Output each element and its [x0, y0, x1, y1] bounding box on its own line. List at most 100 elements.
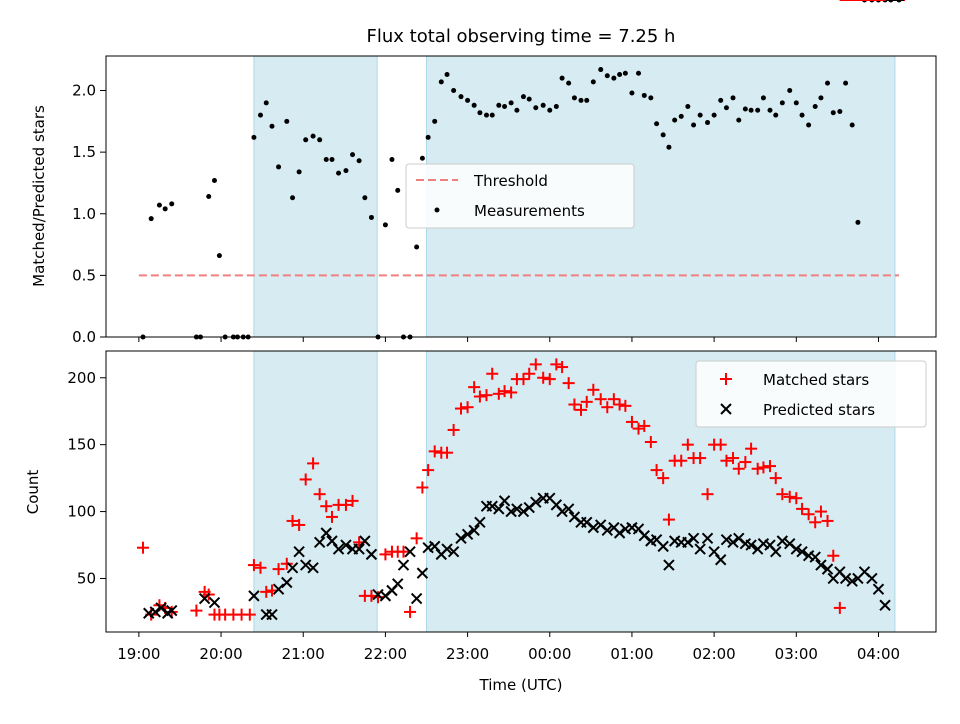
predicted-star-stroke	[839, 572, 852, 585]
predicted-star-stroke	[687, 532, 700, 545]
measurement-point	[636, 70, 642, 76]
measurement-point	[779, 100, 785, 106]
matched-star-point	[441, 446, 454, 459]
measurement-point	[395, 187, 401, 193]
predicted-star-point	[498, 495, 511, 507]
predicted-star-stroke	[441, 543, 453, 555]
measurement-point	[705, 120, 711, 126]
measurement-point	[806, 122, 812, 128]
y-tick-label: 150	[67, 436, 96, 454]
matched-star-point	[523, 367, 536, 380]
measurement-point	[691, 122, 697, 128]
predicted-star-point	[441, 543, 453, 555]
matched-star-point	[757, 461, 770, 474]
measurement-point	[211, 177, 217, 183]
measurement-point	[622, 70, 628, 76]
matched-star-point	[783, 490, 796, 503]
measurement-point	[368, 214, 374, 220]
matched-star-point	[410, 532, 423, 545]
measurement-point	[317, 137, 323, 143]
matched-star-point	[714, 438, 727, 451]
matched-star-point	[468, 381, 481, 394]
matched-star-point	[619, 399, 632, 412]
bottom-panel: 50 100 150 200 19:00 20:00 21:00 22:00 23:00 00:…	[24, 0, 937, 694]
bottom-xlabel: Time (UTC)	[479, 676, 563, 694]
predicted-star-point	[468, 524, 480, 537]
matched-star-point	[650, 464, 663, 477]
predicted-star-stroke	[668, 535, 681, 547]
measurement-point	[799, 112, 805, 118]
predicted-star-point	[353, 543, 365, 555]
matched-star-point	[568, 398, 581, 411]
predicted-star-stroke	[834, 566, 846, 578]
x-tick-label: 23:00	[446, 645, 489, 663]
measurement-point	[425, 134, 431, 140]
predicted-star-point	[326, 535, 338, 547]
predicted-star-stroke	[272, 583, 285, 595]
predicted-star-stroke	[595, 519, 607, 531]
predicted-star-point	[365, 548, 378, 561]
measurement-point	[303, 137, 309, 143]
predicted-star-stroke	[858, 566, 871, 578]
measurement-point	[362, 195, 368, 201]
measurement-point	[148, 216, 154, 222]
measurement-point	[514, 107, 520, 113]
measurement-point	[329, 157, 335, 163]
top-legend: Threshold Measurements	[405, 163, 635, 229]
predicted-star-stroke	[313, 536, 326, 549]
bottom-legend: Matched stars Predicted stars	[695, 360, 927, 428]
matched-star-point	[243, 608, 256, 621]
predicted-star-point	[776, 535, 789, 547]
predicted-star-stroke	[340, 539, 352, 551]
predicted-star-point	[701, 532, 714, 545]
matched-star-point	[776, 488, 789, 501]
matched-star-point	[473, 390, 486, 403]
predicted-star-point	[299, 559, 312, 571]
predicted-star-stroke	[809, 551, 821, 563]
predicted-star-stroke	[166, 604, 178, 617]
measurement-point	[547, 107, 553, 113]
predicted-star-point	[790, 543, 803, 555]
measurement-point	[843, 80, 849, 86]
measurement-point	[419, 155, 425, 161]
y-tick-label: 50	[77, 569, 96, 587]
predicted-star-stroke	[608, 521, 620, 534]
y-tick-label: 0.5	[72, 266, 96, 284]
predicted-star-stroke	[486, 500, 498, 512]
predicted-star-point	[846, 575, 858, 587]
predicted-star-point	[866, 572, 878, 585]
matched-star-point	[625, 415, 638, 428]
measurement-point	[641, 92, 647, 98]
measurement-point	[566, 80, 572, 86]
y-tick-label: 0.0	[72, 328, 96, 346]
predicted-star-point	[613, 527, 626, 539]
matched-star-point	[594, 393, 607, 406]
measurement-point	[444, 71, 450, 77]
y-tick-label: 1.5	[72, 143, 96, 161]
predicted-star-point	[493, 503, 505, 515]
measurement-point	[742, 106, 748, 112]
predicted-star-point	[587, 521, 600, 534]
top-title: Flux total observing time = 7.25 h	[367, 26, 676, 47]
predicted-star-stroke	[815, 559, 827, 571]
predicted-star-stroke	[359, 535, 371, 547]
predicted-star-point	[293, 546, 305, 558]
predicted-star-stroke	[468, 524, 480, 537]
predicted-star-stroke	[733, 532, 745, 545]
measurement-point	[284, 118, 290, 124]
predicted-star-stroke	[511, 503, 523, 515]
legend-predicted-label: Predicted stars	[763, 401, 875, 419]
measurement-point	[611, 75, 617, 81]
predicted-star-stroke	[149, 606, 162, 618]
matched-star-point	[727, 452, 740, 465]
predicted-star-stroke	[474, 516, 486, 528]
measurement-point	[508, 100, 514, 106]
bottom-legend-box	[695, 360, 927, 428]
measurement-point	[767, 107, 773, 113]
predicted-star-point	[149, 606, 162, 618]
predicted-star-stroke	[447, 546, 460, 558]
matched-star-point	[492, 387, 505, 400]
predicted-star-point	[455, 532, 467, 545]
matched-star-point	[505, 386, 518, 399]
predicted-star-point	[714, 554, 727, 566]
